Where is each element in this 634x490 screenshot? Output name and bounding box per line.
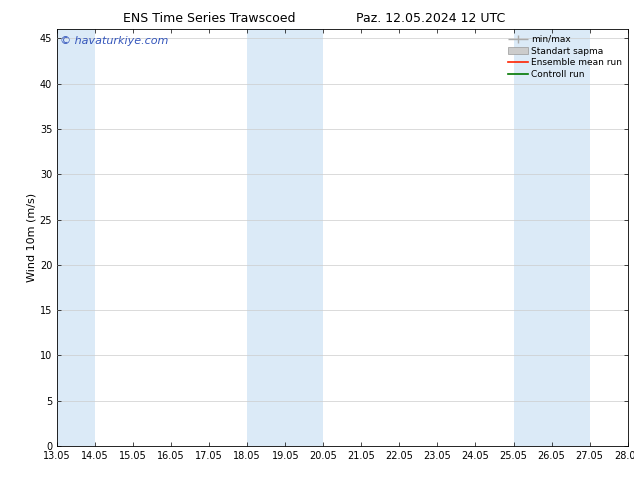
Text: © havaturkiye.com: © havaturkiye.com bbox=[60, 36, 168, 46]
Y-axis label: Wind 10m (m/s): Wind 10m (m/s) bbox=[27, 193, 37, 282]
Bar bbox=[247, 29, 323, 446]
Bar bbox=[57, 29, 95, 446]
Text: Paz. 12.05.2024 12 UTC: Paz. 12.05.2024 12 UTC bbox=[356, 12, 506, 25]
Legend: min/max, Standart sapma, Ensemble mean run, Controll run: min/max, Standart sapma, Ensemble mean r… bbox=[504, 31, 626, 82]
Bar bbox=[514, 29, 590, 446]
Text: ENS Time Series Trawscoed: ENS Time Series Trawscoed bbox=[123, 12, 295, 25]
